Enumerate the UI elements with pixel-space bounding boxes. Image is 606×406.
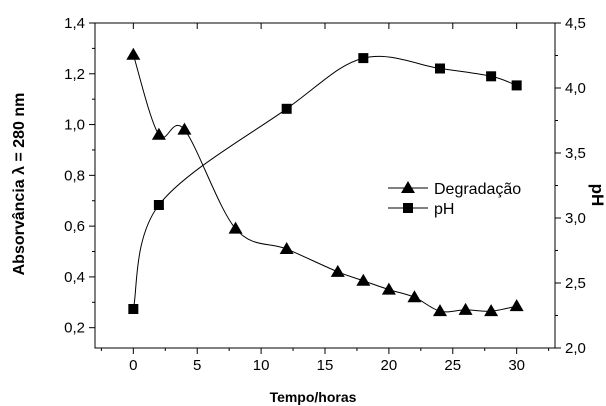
ph-data-point [128, 304, 139, 314]
y-right-tick-label: 3,0 [565, 210, 586, 227]
series-markers [126, 47, 524, 317]
x-tick-label: 25 [444, 357, 461, 374]
legend-item-ph: pH [388, 201, 454, 218]
axes-group [89, 22, 561, 354]
y-right-tick-label: 4,0 [565, 80, 586, 97]
degradacao-data-point [228, 221, 243, 234]
degradacao-data-point [279, 241, 294, 254]
y-right-tick-label: 3,5 [565, 145, 586, 162]
y-left-tick-label: 1,0 [64, 117, 85, 134]
x-tick-label: 30 [508, 357, 525, 374]
degradacao-data-point [151, 127, 166, 140]
degradacao-data-point [330, 264, 345, 277]
x-tick-label: 5 [193, 357, 201, 374]
legend-item-degradacao: Degradação [388, 181, 521, 198]
legend-label-degradacao: Degradação [434, 181, 521, 198]
degradacao-data-point [433, 304, 447, 317]
x-tick-label: 15 [317, 357, 334, 374]
degradacao-data-point [458, 302, 473, 315]
degradacao-data-point [356, 273, 371, 286]
legend: Degradação pH [388, 181, 521, 218]
x-axis-title: Tempo/horas [270, 389, 357, 405]
x-tick-label: 20 [381, 357, 398, 374]
y-left-tick-label: 0,2 [64, 320, 85, 337]
y-axis-left-title: Absorvância λ = 280 nm [11, 93, 28, 276]
y-axis-right-title: pH [588, 184, 606, 207]
y-left-tick-label: 1,2 [64, 66, 85, 83]
ph-data-point [511, 80, 522, 91]
y-right-tick-label: 4,5 [565, 15, 586, 32]
degradacao-data-point [126, 47, 141, 60]
y-left-tick-label: 0,6 [64, 218, 85, 235]
degradacao-data-point [509, 299, 524, 312]
y-right-tick-label: 2,5 [565, 275, 586, 292]
degradacao-data-point [177, 122, 192, 135]
square-marker-icon [403, 203, 413, 213]
y-left-tick-label: 0,4 [64, 269, 85, 286]
y-left-tick-label: 0,8 [64, 167, 85, 184]
ph-data-point [358, 53, 369, 64]
x-tick-label: 10 [253, 357, 270, 374]
y-right-tick-label: 2,0 [565, 340, 586, 357]
degradacao-data-point [407, 290, 422, 303]
degradacao-data-point [484, 304, 499, 317]
ph-data-point [153, 200, 164, 210]
x-tick-label: 0 [129, 357, 137, 374]
legend-label-ph: pH [434, 201, 454, 218]
ph-data-point [486, 71, 497, 82]
degradacao-data-point [381, 282, 396, 295]
y-left-tick-label: 1,4 [64, 15, 85, 32]
ph-data-point [281, 103, 292, 114]
ph-data-point [435, 63, 445, 74]
tick-labels: 0 5 10 15 20 25 30 0,2 0,4 0,6 0,8 1,0 1,2 1,4 2,0 2,5 3… [64, 15, 586, 374]
triangle-marker-icon [401, 181, 415, 193]
